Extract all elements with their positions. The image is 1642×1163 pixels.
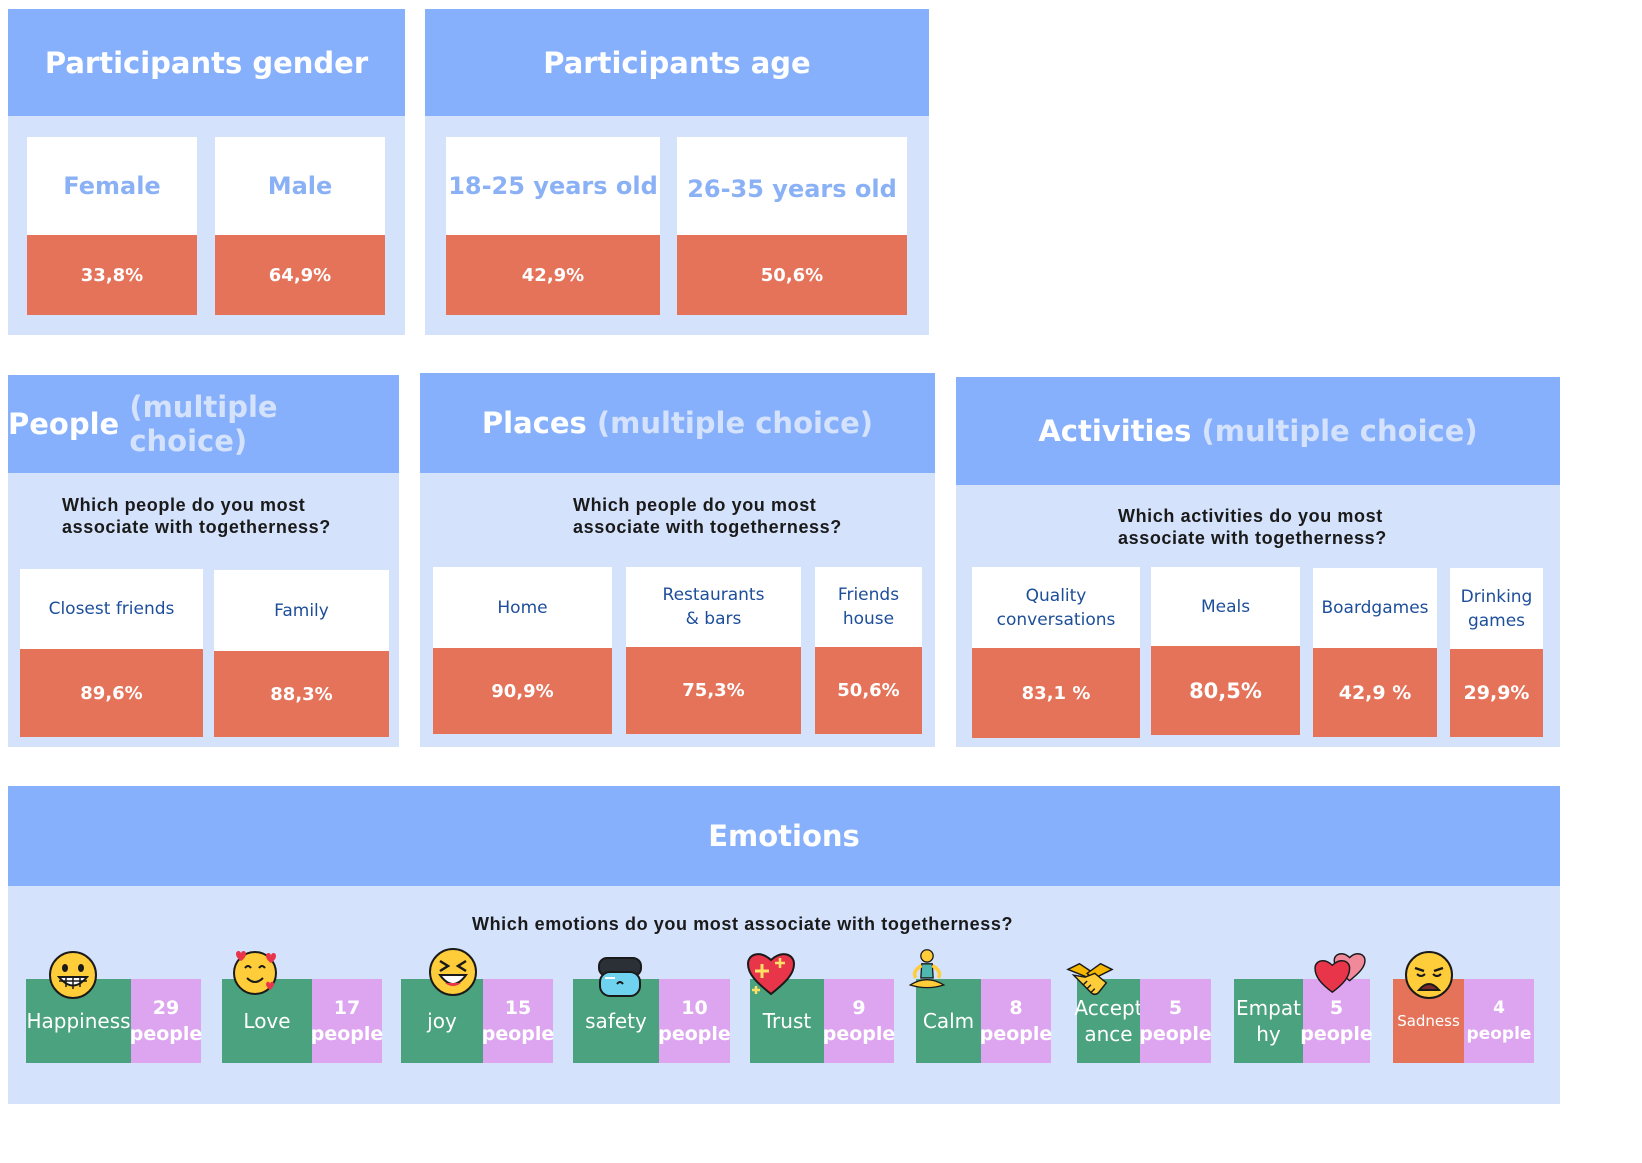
activities-title-suffix: (multiple choice) bbox=[1201, 414, 1478, 448]
gender-card-value: 33,8% bbox=[27, 235, 197, 315]
gender-panel: Participants gender Female 33,8% Male 64… bbox=[8, 9, 405, 335]
age-card-label: 18-25 years old bbox=[446, 137, 660, 235]
emotion-name: Calm bbox=[916, 979, 981, 1063]
activities-card-label: Boardgames bbox=[1313, 568, 1437, 648]
activities-card-label: Quality conversations bbox=[972, 567, 1140, 648]
emotion-name: Trust bbox=[750, 979, 824, 1063]
age-card-label: 26-35 years old bbox=[677, 137, 907, 235]
places-card-home: Home 90,9% bbox=[433, 567, 612, 734]
people-card-family: Family 88,3% bbox=[214, 570, 389, 737]
laughing-face-icon bbox=[429, 948, 477, 996]
emotion-empathy: Empat hy 5 people bbox=[1234, 979, 1373, 1063]
emotions-question: Which emotions do you most associate wit… bbox=[472, 914, 1014, 934]
emotion-name: Love bbox=[222, 979, 312, 1063]
activities-card-value: 29,9% bbox=[1450, 649, 1543, 737]
gender-title: Participants gender bbox=[44, 45, 369, 80]
activities-card-value: 83,1 % bbox=[972, 648, 1140, 738]
people-card-closest-friends: Closest friends 89,6% bbox=[20, 569, 203, 737]
places-title: Places bbox=[481, 406, 587, 440]
smiling-face-with-hearts-icon bbox=[233, 951, 277, 995]
emotion-count: 17 people bbox=[311, 979, 383, 1063]
age-card-value: 42,9% bbox=[446, 235, 660, 315]
age-header: Participants age bbox=[425, 9, 929, 116]
activities-card-drinking-games: Drinking games 29,9% bbox=[1450, 568, 1543, 737]
emotion-name: Empat hy bbox=[1234, 979, 1303, 1063]
emotion-count: 5 people bbox=[1300, 979, 1373, 1063]
emotions-title: Emotions bbox=[708, 819, 860, 853]
gender-card-value: 64,9% bbox=[215, 235, 385, 315]
activities-title: Activities bbox=[1038, 414, 1192, 448]
places-card-label: Restaurants & bars bbox=[626, 567, 801, 647]
age-title: Participants age bbox=[543, 45, 811, 80]
activities-question: Which activities do you most associate w… bbox=[1118, 506, 1387, 548]
emotions-panel: Emotions Which emotions do you most asso… bbox=[8, 786, 1560, 1104]
person-in-lotus-position-icon bbox=[908, 949, 946, 989]
places-card-friends-house: Friends house 50,6% bbox=[815, 567, 922, 734]
people-question: Which people do you most associate with … bbox=[62, 495, 331, 537]
activities-card-boardgames: Boardgames 42,9 % bbox=[1313, 568, 1437, 737]
grinning-face-icon bbox=[49, 951, 97, 999]
gender-header: Participants gender bbox=[8, 9, 405, 116]
places-card-label: Friends house bbox=[815, 567, 922, 647]
activities-card-value: 42,9 % bbox=[1313, 648, 1437, 737]
weary-face-icon bbox=[1405, 951, 1453, 999]
places-panel: Places (multiple choice) Which people do… bbox=[420, 373, 935, 747]
places-card-restaurants: Restaurants & bars 75,3% bbox=[626, 567, 801, 734]
emotion-count: 15 people bbox=[482, 979, 554, 1063]
handshake-icon bbox=[1066, 962, 1114, 996]
activities-header: Activities (multiple choice) bbox=[956, 377, 1560, 485]
age-card-value: 50,6% bbox=[677, 235, 907, 315]
activities-card-value: 80,5% bbox=[1151, 646, 1300, 735]
emotion-count: 8 people bbox=[980, 979, 1052, 1063]
emotion-name: Accept ance bbox=[1074, 979, 1143, 1063]
age-card-26-35: 26-35 years old 50,6% bbox=[677, 137, 907, 315]
emotion-count: 29 people bbox=[130, 979, 202, 1063]
activities-card-label: Meals bbox=[1151, 567, 1300, 646]
people-card-value: 88,3% bbox=[214, 651, 389, 737]
people-title-suffix: (multiple choice) bbox=[129, 390, 278, 458]
places-header: Places (multiple choice) bbox=[420, 373, 935, 473]
people-card-label: Closest friends bbox=[20, 569, 203, 649]
emotions-header: Emotions bbox=[8, 786, 1560, 886]
places-question: Which people do you most associate with … bbox=[573, 495, 842, 537]
emotion-count: 9 people bbox=[823, 979, 895, 1063]
people-panel: People (multiple choice) Which people do… bbox=[8, 375, 399, 747]
goggles-icon bbox=[598, 957, 642, 997]
emotion-love: Love 17 people bbox=[222, 979, 383, 1063]
activities-panel: Activities (multiple choice) Which activ… bbox=[956, 377, 1560, 747]
places-card-value: 75,3% bbox=[626, 647, 801, 734]
places-card-label: Home bbox=[433, 567, 612, 648]
sparkling-heart-icon bbox=[746, 953, 796, 996]
people-card-value: 89,6% bbox=[20, 649, 203, 737]
emotion-acceptance: Accept ance 5 people bbox=[1074, 979, 1212, 1063]
two-hearts-icon bbox=[1314, 953, 1366, 994]
age-card-18-25: 18-25 years old 42,9% bbox=[446, 137, 660, 315]
people-card-label: Family bbox=[214, 570, 389, 651]
emotion-count: 4 people bbox=[1464, 979, 1534, 1063]
emotion-count: 10 people bbox=[658, 979, 731, 1063]
places-card-value: 90,9% bbox=[433, 648, 612, 734]
age-panel: Participants age 18-25 years old 42,9% 2… bbox=[425, 9, 929, 335]
emotion-joy: joy 15 people bbox=[401, 979, 554, 1063]
gender-card-label: Male bbox=[215, 137, 385, 235]
people-header: People (multiple choice) bbox=[8, 375, 399, 473]
gender-card-male: Male 64,9% bbox=[215, 137, 385, 315]
activities-card-meals: Meals 80,5% bbox=[1151, 567, 1300, 735]
activities-card-quality-conversations: Quality conversations 83,1 % bbox=[972, 567, 1140, 738]
people-title: People bbox=[8, 407, 120, 441]
gender-card-female: Female 33,8% bbox=[27, 137, 197, 315]
places-card-value: 50,6% bbox=[815, 647, 922, 734]
activities-card-label: Drinking games bbox=[1450, 568, 1543, 649]
gender-card-label: Female bbox=[27, 137, 197, 235]
emotion-count: 5 people bbox=[1139, 979, 1212, 1063]
emotion-calm: Calm 8 people bbox=[916, 979, 1052, 1063]
emotion-trust: Trust 9 people bbox=[750, 979, 895, 1063]
places-title-suffix: (multiple choice) bbox=[596, 406, 874, 440]
